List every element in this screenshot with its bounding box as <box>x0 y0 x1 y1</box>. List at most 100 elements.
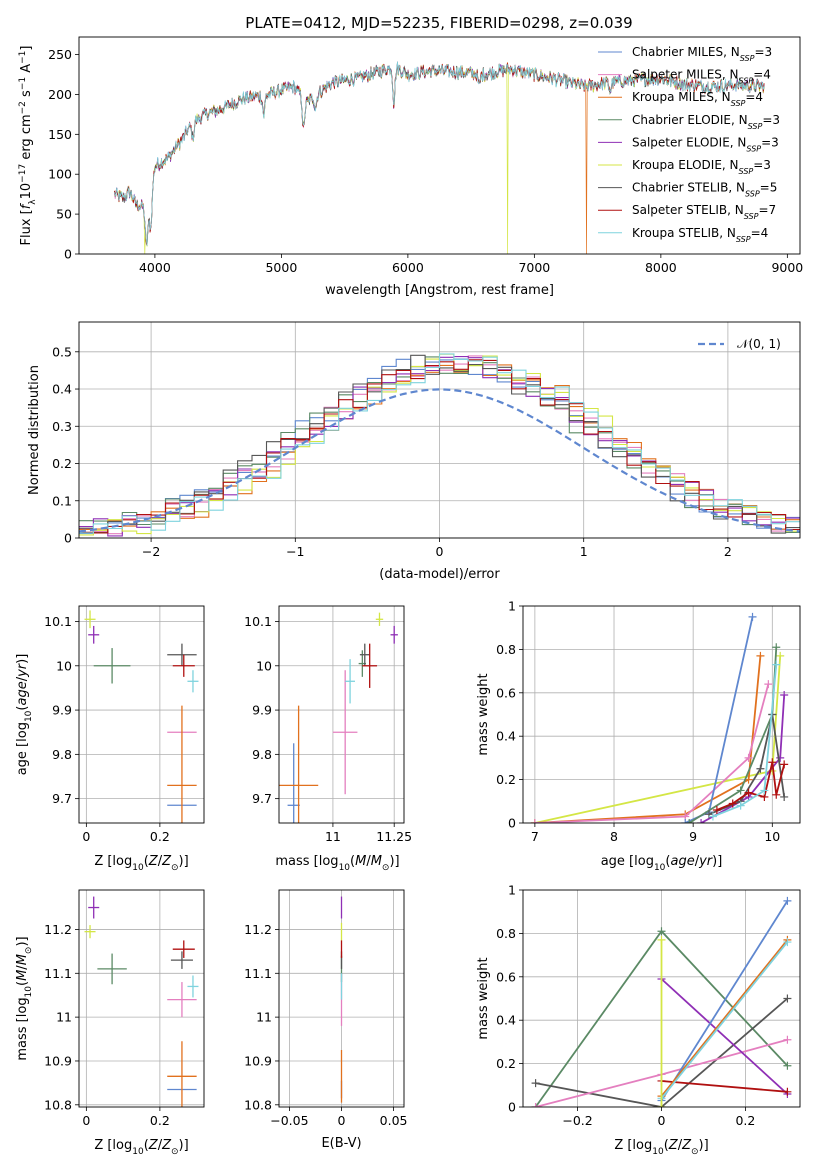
y-tick-label: 11 <box>56 1010 72 1025</box>
y-tick-label: 10 <box>256 658 272 673</box>
y-tick-label: 11.2 <box>244 922 272 937</box>
data-point <box>187 670 199 693</box>
data-point <box>332 670 358 795</box>
spectrum-line <box>114 61 765 246</box>
spectrum-frame <box>78 36 801 255</box>
y-tick-label: 9.9 <box>52 703 72 718</box>
y-axis-label: Flux [fλ10−17 erg cm−2 s−1 A−1] <box>18 46 38 246</box>
data-point <box>345 659 355 704</box>
legend-entry: 𝒩(0, 1) <box>737 337 781 351</box>
x-tick-label: 9000 <box>771 260 803 275</box>
mass-vs-Z-axes: 0 0.2 10.8 10.9 11 11.1 11.2 Z [log10(Z/Z⊙)] mas… <box>15 889 205 1157</box>
data-point <box>287 743 300 823</box>
data-marker <box>780 760 789 769</box>
data-marker <box>685 819 694 823</box>
data-point <box>88 625 100 644</box>
legend-entry: Salpeter STELIB, NSSP=7 <box>632 203 776 221</box>
series-line <box>684 616 754 823</box>
x-axis-label: Z [log10(Z/Z⊙)] <box>94 1138 188 1157</box>
data-marker <box>783 896 792 905</box>
x-tick-label: −2 <box>142 544 160 559</box>
data-point <box>167 1041 197 1107</box>
x-tick-label: 9 <box>689 829 697 844</box>
x-tick-label: 1 <box>580 544 588 559</box>
age-vs-mass-plot <box>279 606 404 823</box>
x-tick-label: 0 <box>82 829 90 844</box>
data-marker <box>530 819 539 823</box>
x-axis-label: age [log10(age/yr)] <box>601 854 723 873</box>
x-axis-label: (data-model)/error <box>379 567 500 582</box>
y-tick-label: 0 <box>508 1100 516 1115</box>
series-line <box>534 683 770 823</box>
y-tick-label: 10.8 <box>44 1097 72 1112</box>
data-marker <box>748 612 757 621</box>
data-point <box>167 982 197 1018</box>
x-axis-label: mass [log10(M/M⊙)] <box>275 854 399 873</box>
x-tick-label: 8 <box>610 829 618 844</box>
data-point <box>93 648 131 684</box>
data-marker <box>760 786 769 795</box>
data-point <box>167 643 197 666</box>
x-tick-label: −0.2 <box>562 1113 592 1128</box>
y-tick-label: 0.4 <box>496 1013 516 1028</box>
y-tick-label: 0.4 <box>496 729 516 744</box>
x-tick-label: −0.05 <box>270 1113 308 1128</box>
data-marker <box>780 690 789 699</box>
y-tick-label: 0.5 <box>52 344 72 359</box>
legend-entry: Chabrier MILES, NSSP=3 <box>632 45 772 63</box>
data-point <box>172 940 195 958</box>
data-marker <box>708 812 717 821</box>
residuals-frame <box>78 321 801 539</box>
y-axis-label: Normed distribution <box>27 365 42 495</box>
mass-vs-EBV-axes: −0.05 0 0.05 10.8 10.9 11 11.1 11.2 E(B-V) <box>244 889 408 1151</box>
y-tick-label: 0.8 <box>496 642 516 657</box>
data-marker <box>764 680 773 689</box>
legend-entry: Kroupa STELIB, NSSP=4 <box>632 226 768 244</box>
data-point <box>88 896 100 919</box>
data-point <box>279 705 319 823</box>
data-point <box>84 925 96 939</box>
y-tick-label: 9.7 <box>52 791 72 806</box>
data-marker <box>728 799 737 808</box>
x-axis-label: wavelength [Angstrom, rest frame] <box>325 283 554 298</box>
series-line <box>660 941 789 1099</box>
weight-vs-Z-axes: −0.2 0 0.2 0 0.2 0.4 0.6 0.8 1 mass weight Z [log1… <box>476 883 801 1157</box>
y-tick-label: 0.6 <box>496 685 516 700</box>
data-marker <box>780 792 789 801</box>
data-marker <box>756 764 765 773</box>
histogram-step <box>79 353 800 534</box>
spectrum-plot <box>114 61 765 254</box>
x-tick-label: 0.2 <box>150 1113 170 1128</box>
y-tick-label: 9.8 <box>252 747 272 762</box>
data-marker <box>772 790 781 799</box>
data-marker <box>736 801 745 810</box>
y-tick-label: 0 <box>64 247 72 262</box>
age-vs-mass-axes: 11 11.25 9.7 9.8 9.9 10 10.1 mass [log10(M/M⊙)] <box>244 605 412 873</box>
data-marker <box>712 805 721 814</box>
y-axis-label: mass weight <box>476 957 491 1039</box>
y-tick-label: 0.2 <box>52 456 72 471</box>
y-tick-label: 0.1 <box>52 493 72 508</box>
x-axis-label: E(B-V) <box>321 1136 361 1151</box>
legend-entry: Chabrier STELIB, NSSP=5 <box>632 181 777 199</box>
y-tick-label: 200 <box>48 87 72 102</box>
mass-vs-Z-frame <box>78 889 205 1108</box>
series-line <box>534 655 762 823</box>
y-tick-label: 0.2 <box>496 772 516 787</box>
x-tick-label: 11 <box>325 829 341 844</box>
y-tick-label: 9.9 <box>252 703 272 718</box>
x-tick-label: 0.2 <box>735 1113 755 1128</box>
data-point <box>187 975 199 998</box>
x-tick-label: −1 <box>286 544 304 559</box>
residuals-axes: −2 −1 0 1 2 0 0.1 0.2 0.3 0.4 0.5 𝒩(0, 1) (data-mode… <box>27 321 801 582</box>
data-marker <box>783 1035 792 1044</box>
x-tick-label: 7000 <box>518 260 550 275</box>
y-tick-label: 0 <box>64 531 72 546</box>
y-tick-label: 10.9 <box>244 1053 272 1068</box>
y-tick-label: 150 <box>48 127 72 142</box>
data-marker <box>783 938 792 947</box>
x-tick-label: 11.25 <box>376 829 412 844</box>
data-marker <box>736 786 745 795</box>
spectrum-line <box>114 63 765 246</box>
series-line <box>712 664 778 818</box>
